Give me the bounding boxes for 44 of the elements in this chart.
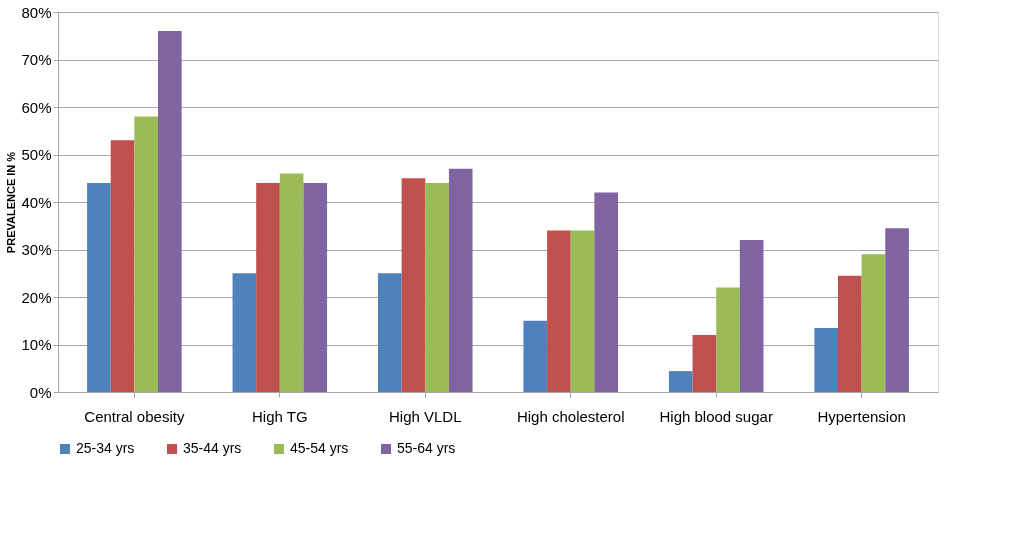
bar xyxy=(87,183,111,392)
x-tick-label: High blood sugar xyxy=(659,407,773,425)
bar xyxy=(134,116,158,392)
x-tick-label: Hypertension xyxy=(817,407,906,425)
bar xyxy=(739,240,764,392)
legend-label: 55-64 yrs xyxy=(397,440,456,456)
bar xyxy=(547,230,571,392)
y-tick-label: 10% xyxy=(21,336,52,353)
bar xyxy=(401,178,426,392)
bar xyxy=(716,287,740,392)
bar xyxy=(861,254,886,392)
x-tick-label: Central obesity xyxy=(84,407,185,425)
y-tick-label: 40% xyxy=(21,193,52,211)
bar xyxy=(110,140,135,392)
legend-label: 25-34 yrs xyxy=(76,440,135,456)
y-tick-label: 30% xyxy=(21,241,52,258)
bar xyxy=(256,183,280,392)
legend-label: 45-54 yrs xyxy=(290,440,349,456)
bar xyxy=(378,273,402,392)
bar xyxy=(523,320,548,392)
bar xyxy=(692,335,717,392)
y-tick-label: 80% xyxy=(21,3,52,21)
y-tick-label: 20% xyxy=(21,288,52,306)
bar xyxy=(668,371,693,392)
bar xyxy=(448,168,473,392)
y-tick-label: 70% xyxy=(21,51,52,68)
y-tick-label: 50% xyxy=(21,146,52,163)
y-axis-title: PREVALENCE IN % xyxy=(5,151,18,254)
bar xyxy=(425,183,449,392)
x-tick-label: High VLDL xyxy=(389,407,462,425)
y-tick-label: 60% xyxy=(21,98,52,116)
bar xyxy=(570,230,595,392)
x-tick-label: High cholesterol xyxy=(516,407,625,425)
bar xyxy=(303,183,328,392)
legend-label: 35-44 yrs xyxy=(183,440,242,456)
bar xyxy=(885,228,909,392)
bar xyxy=(279,173,304,392)
y-tick-label: 0% xyxy=(29,383,52,401)
bar xyxy=(814,327,838,392)
x-tick-label: High TG xyxy=(252,407,308,425)
bar xyxy=(838,275,862,392)
bar xyxy=(232,273,257,392)
bar xyxy=(594,192,618,392)
bar xyxy=(158,31,182,392)
